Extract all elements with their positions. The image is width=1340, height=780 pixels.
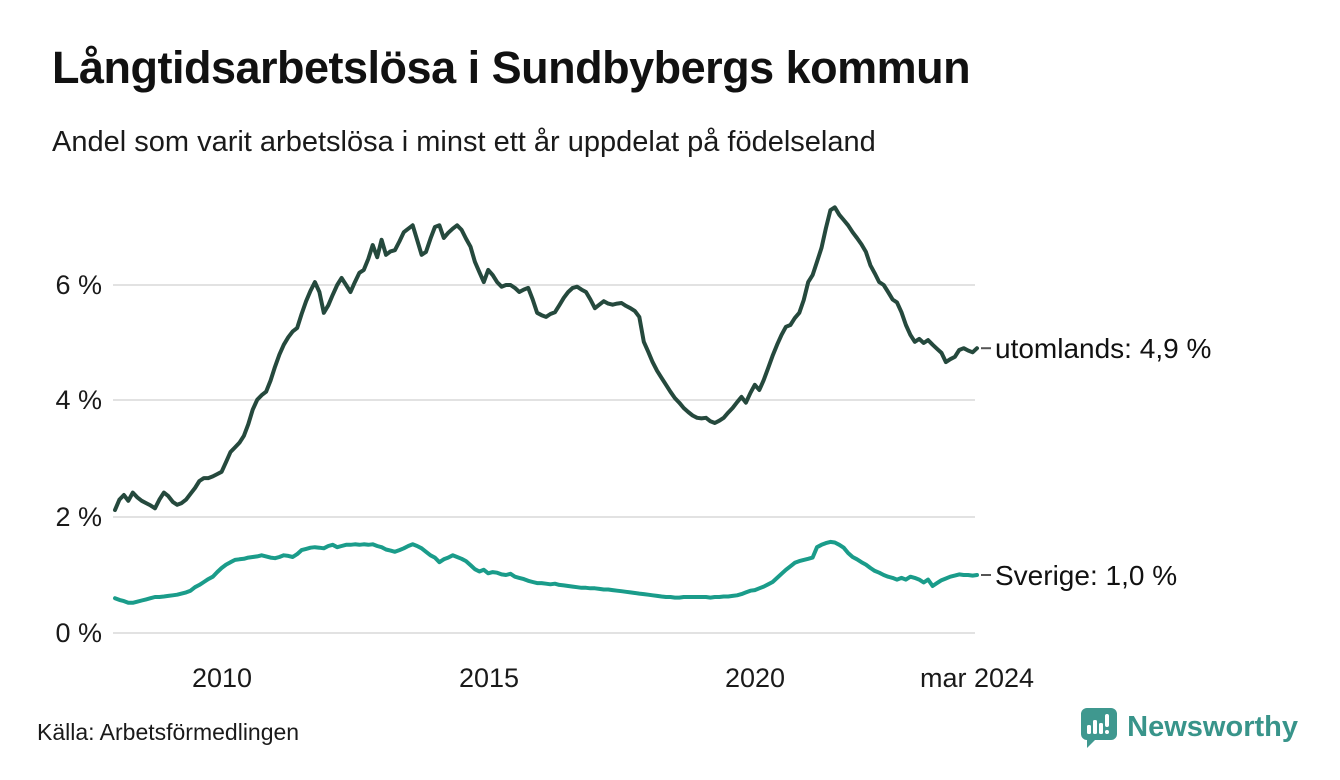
x-tick-2010: 2010	[192, 663, 252, 693]
y-tick-2: 2 %	[55, 502, 102, 532]
x-tick-2015: 2015	[459, 663, 519, 693]
y-tick-4: 4 %	[55, 385, 102, 415]
x-tick-2020: 2020	[725, 663, 785, 693]
speech-bubble-bar-chart-icon	[1081, 708, 1118, 748]
y-tick-0: 0 %	[55, 618, 102, 648]
x-axis: 2010 2015 2020 mar 2024	[192, 663, 1034, 693]
utomlands-end-label: utomlands: 4,9 %	[995, 333, 1211, 364]
page-subtitle: Andel som varit arbetslösa i minst ett å…	[52, 126, 876, 158]
sverige-end-label: Sverige: 1,0 %	[995, 560, 1177, 591]
utomlands-series-line	[113, 205, 979, 512]
y-axis: 6 % 4 % 2 % 0 %	[55, 270, 102, 648]
x-tick-mar-2024: mar 2024	[920, 663, 1034, 693]
page-title: Långtidsarbetslösa i Sundbybergs kommun	[52, 42, 971, 93]
gridlines	[113, 284, 975, 634]
newsworthy-brand: Newsworthy	[1078, 706, 1298, 748]
source-note: Källa: Arbetsförmedlingen	[37, 719, 300, 745]
sverige-series-line	[113, 539, 979, 605]
brand-name: Newsworthy	[1127, 710, 1298, 743]
y-tick-6: 6 %	[55, 270, 102, 300]
